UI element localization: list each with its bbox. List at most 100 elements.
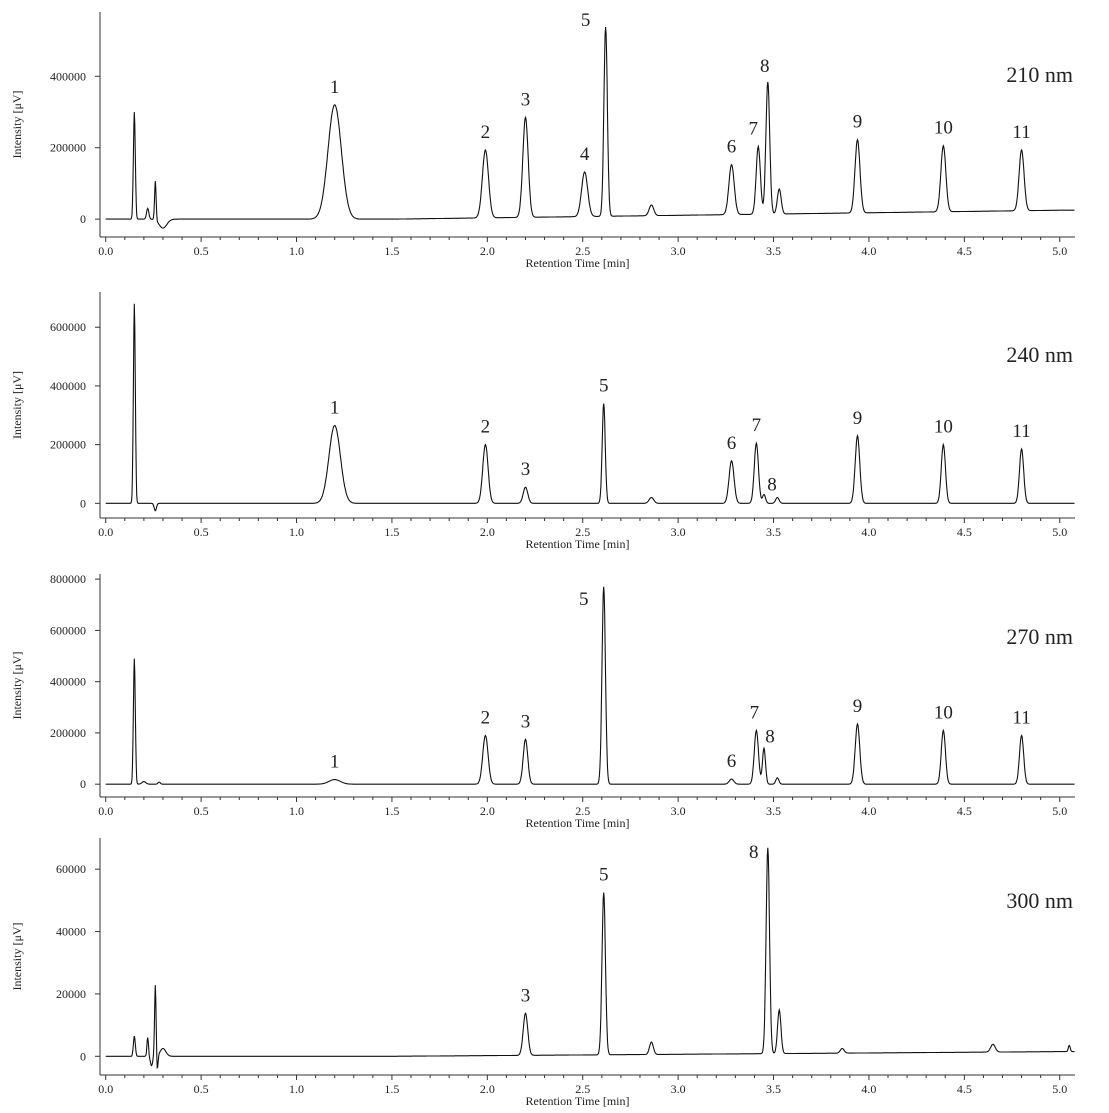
y-tick-label: 20000: [56, 987, 86, 1001]
x-tick-label: 3.5: [766, 525, 781, 539]
peak-label: 6: [727, 751, 737, 772]
peak-label: 5: [581, 10, 591, 31]
x-axis-label: Retention Time [min]: [525, 537, 629, 551]
y-axis-label: Intensity [μV]: [10, 371, 24, 439]
peak-label: 2: [481, 417, 491, 438]
chromatogram-panel-2: 0.0 0.5 1.0 1.5 2.0 2.5 3.0 3.5 4.0 4.5 5.0 0 200000…: [10, 292, 1075, 551]
x-tick-label: 4.5: [957, 804, 972, 818]
x-tick-label: 0.5: [194, 525, 209, 539]
x-tick-label: 2.5: [575, 1082, 590, 1096]
x-tick-label: 2.5: [575, 244, 590, 258]
x-tick-label: 2.5: [575, 525, 590, 539]
y-tick-label: 600000: [50, 623, 86, 637]
peak-label: 1: [330, 398, 340, 419]
chromatogram-panel-4: 0.0 0.5 1.0 1.5 2.0 2.5 3.0 3.5 4.0 4.5 5.0 0 20000 4…: [10, 838, 1075, 1108]
peak-label: 8: [749, 842, 759, 863]
x-tick-label: 0.0: [98, 804, 113, 818]
x-tick-label: 1.5: [384, 525, 399, 539]
peak-label: 9: [853, 696, 863, 717]
peak-label: 10: [934, 118, 953, 139]
signal-trace: [105, 303, 1075, 512]
y-tick-label: 600000: [50, 320, 86, 334]
peak-label: 7: [750, 702, 760, 723]
peak-label: 1: [330, 77, 340, 98]
peak-label: 8: [767, 475, 777, 496]
peak-label: 4: [580, 144, 590, 165]
peak-label: 5: [599, 865, 609, 886]
x-tick-label: 3.0: [671, 525, 686, 539]
x-tick-label: 4.5: [957, 244, 972, 258]
x-tick-label: 5.0: [1052, 1082, 1067, 1096]
x-tick-label: 3.0: [671, 244, 686, 258]
x-tick-label: 0.5: [194, 804, 209, 818]
x-tick-label: 3.5: [766, 1082, 781, 1096]
x-tick-label: 1.5: [384, 804, 399, 818]
signal-trace: [105, 26, 1075, 229]
peak-label: 2: [481, 707, 491, 728]
x-tick-label: 1.5: [384, 1082, 399, 1096]
x-axis-label: Retention Time [min]: [525, 816, 629, 830]
x-tick-label: 5.0: [1052, 525, 1067, 539]
y-tick-label: 0: [80, 777, 86, 791]
x-tick-label: 2.0: [480, 804, 495, 818]
y-axis-label: Intensity [μV]: [10, 651, 24, 719]
peak-label: 3: [521, 985, 531, 1006]
peak-label: 3: [521, 711, 531, 732]
peak-label: 8: [765, 726, 775, 747]
wavelength-annotation: 300 nm: [1006, 888, 1073, 913]
peak-label: 3: [521, 89, 531, 110]
y-tick-label: 400000: [50, 69, 86, 83]
y-tick-label: 0: [80, 496, 86, 510]
peak-label: 11: [1012, 421, 1030, 442]
x-tick-label: 2.0: [480, 525, 495, 539]
x-tick-label: 2.0: [480, 244, 495, 258]
x-tick-label: 4.5: [957, 1082, 972, 1096]
y-tick-label: 0: [80, 1049, 86, 1063]
y-axis-label: Intensity [μV]: [10, 90, 24, 158]
peak-label: 6: [727, 137, 737, 158]
x-tick-label: 0.0: [98, 244, 113, 258]
x-tick-label: 1.5: [384, 244, 399, 258]
peak-label: 6: [727, 433, 737, 454]
x-tick-label: 1.0: [289, 1082, 304, 1096]
peak-label: 5: [579, 589, 589, 610]
peak-label: 3: [521, 459, 531, 480]
x-tick-label: 3.0: [671, 804, 686, 818]
y-tick-label: 200000: [50, 141, 86, 155]
wavelength-annotation: 210 nm: [1006, 62, 1073, 87]
x-tick-label: 3.5: [766, 804, 781, 818]
y-tick-label: 200000: [50, 726, 86, 740]
y-tick-label: 400000: [50, 379, 86, 393]
x-tick-label: 2.0: [480, 1082, 495, 1096]
y-tick-label: 0: [80, 212, 86, 226]
x-tick-label: 0.0: [98, 1082, 113, 1096]
x-axis-label: Retention Time [min]: [525, 256, 629, 270]
x-tick-label: 4.0: [861, 525, 876, 539]
y-tick-label: 40000: [56, 925, 86, 939]
y-axis-label: Intensity [μV]: [10, 922, 24, 990]
y-tick-label: 400000: [50, 675, 86, 689]
x-tick-label: 1.0: [289, 244, 304, 258]
y-tick-label: 60000: [56, 862, 86, 876]
peak-label: 8: [760, 56, 770, 77]
x-tick-label: 1.0: [289, 804, 304, 818]
peak-label: 1: [330, 752, 340, 773]
peak-label: 10: [934, 702, 953, 723]
y-tick-label: 200000: [50, 438, 86, 452]
peak-label: 2: [481, 122, 491, 143]
peak-label: 11: [1012, 707, 1030, 728]
x-tick-label: 4.0: [861, 804, 876, 818]
x-tick-label: 5.0: [1052, 804, 1067, 818]
peak-label: 7: [752, 415, 762, 436]
x-tick-label: 2.5: [575, 804, 590, 818]
peak-label: 10: [934, 417, 953, 438]
signal-trace: [105, 586, 1075, 785]
x-axis-label: Retention Time [min]: [525, 1094, 629, 1108]
chromatogram-panel-3: 0.0 0.5 1.0 1.5 2.0 2.5 3.0 3.5 4.0 4.5 5.0 0 200000…: [10, 572, 1075, 830]
x-tick-label: 4.5: [957, 525, 972, 539]
wavelength-annotation: 270 nm: [1006, 624, 1073, 649]
x-tick-label: 0.5: [194, 244, 209, 258]
y-tick-label: 800000: [50, 572, 86, 586]
chromatogram-panel-1: 0.0 0.5 1.0 1.5 2.0 2.5 3.0 3.5 4.0 4.5 5.0 0 200000…: [10, 10, 1075, 270]
